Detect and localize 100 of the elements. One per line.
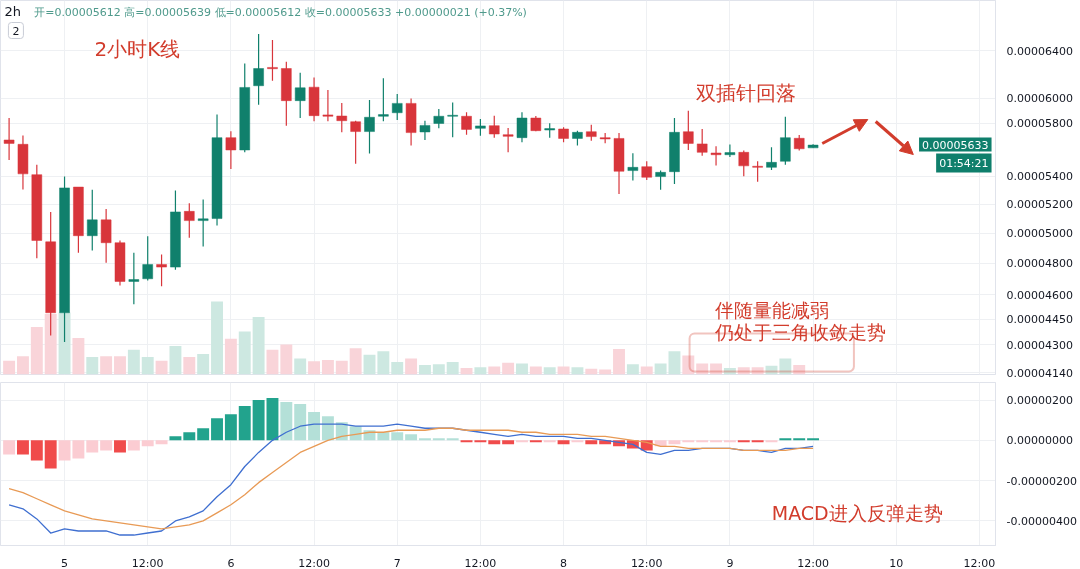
- bar: [86, 357, 99, 375]
- candlestick: [322, 89, 334, 122]
- bar: [169, 346, 182, 375]
- bar: [335, 360, 348, 375]
- bar: [17, 440, 29, 455]
- bar: [571, 367, 584, 375]
- bar: [211, 418, 223, 441]
- candlestick: [502, 127, 514, 153]
- candlestick: [156, 253, 167, 287]
- candlestick: [350, 120, 361, 165]
- bar: [197, 354, 210, 375]
- chart-title: 2h: [4, 3, 21, 19]
- bar: [391, 362, 404, 375]
- bar: [529, 366, 542, 375]
- bar: [640, 366, 653, 375]
- candlestick: [267, 39, 278, 82]
- bar: [710, 363, 723, 375]
- bar: [100, 440, 113, 451]
- bar: [696, 363, 709, 375]
- candlestick: [100, 208, 112, 264]
- bar: [183, 357, 196, 375]
- x-tick-label: 5: [61, 556, 69, 569]
- bar: [557, 366, 570, 375]
- bar: [737, 440, 750, 443]
- annotation: 2小时K线: [94, 36, 181, 61]
- y-tick-label: 0.00000000: [1006, 434, 1073, 448]
- bar: [751, 367, 764, 375]
- bar: [30, 440, 43, 461]
- bar: [211, 301, 223, 375]
- annotation: 伴随量能减弱: [715, 298, 830, 321]
- annotation: 2: [12, 24, 20, 38]
- candlestick: [641, 160, 652, 181]
- bar: [516, 363, 528, 375]
- bar: [294, 358, 307, 375]
- candlestick: [87, 189, 98, 252]
- bar: [238, 331, 251, 375]
- y-tick-label: 0.00005800: [1006, 117, 1073, 131]
- bar: [391, 432, 404, 441]
- bar: [529, 440, 542, 443]
- x-tick-label: 12:00: [963, 556, 996, 569]
- bar: [446, 438, 459, 441]
- annotation: MACD进入反弹走势: [771, 502, 943, 525]
- bar: [141, 440, 154, 447]
- x-tick-label: 9: [726, 556, 734, 569]
- bar: [224, 414, 237, 441]
- y-tick-label: 0.00005000: [1006, 227, 1073, 241]
- bar: [723, 440, 736, 443]
- candlestick: [516, 111, 528, 143]
- bar: [751, 440, 764, 443]
- x-tick-label: 12:00: [797, 556, 829, 569]
- bar: [127, 349, 140, 375]
- candlestick: [461, 111, 472, 136]
- candlestick: [142, 235, 153, 282]
- bar: [488, 440, 501, 445]
- bar: [308, 361, 321, 375]
- bar: [626, 364, 639, 375]
- bar: [432, 438, 445, 441]
- bar: [599, 369, 612, 375]
- candlestick: [696, 128, 708, 157]
- bar: [280, 402, 293, 441]
- bar: [668, 351, 681, 375]
- bar: [682, 355, 695, 375]
- annotation: 0.00005633: [922, 138, 989, 152]
- bar: [779, 438, 792, 441]
- bar: [377, 432, 390, 441]
- x-tick-label: 12:00: [630, 556, 663, 569]
- bar: [169, 436, 182, 441]
- bar: [30, 327, 43, 375]
- bar: [100, 356, 113, 375]
- bar: [183, 432, 196, 441]
- bar: [72, 338, 85, 375]
- x-tick-label: 12:00: [464, 556, 497, 569]
- bar: [446, 362, 459, 375]
- y-tick-label: 0.00006400: [1006, 44, 1073, 58]
- candlestick: [766, 146, 777, 171]
- bar: [543, 440, 556, 443]
- candlestick: [253, 33, 264, 106]
- bar: [280, 344, 293, 375]
- bar: [405, 358, 418, 375]
- y-tick-label: 0.00004450: [1006, 313, 1073, 327]
- bar: [460, 440, 473, 443]
- bar: [377, 351, 390, 375]
- candlestick: [128, 252, 140, 305]
- bar: [266, 398, 279, 441]
- bar: [114, 440, 126, 453]
- bar: [807, 438, 820, 441]
- candlestick: [378, 77, 389, 122]
- y-tick-label: 0.00004800: [1006, 257, 1073, 271]
- candlestick: [364, 99, 375, 154]
- bar: [557, 440, 570, 445]
- annotation: 仍处于三角收敛走势: [714, 320, 887, 343]
- bar: [86, 440, 99, 453]
- y-tick-label: -0.00000400: [1006, 514, 1077, 528]
- bar: [585, 440, 598, 445]
- bar: [3, 360, 16, 375]
- y-tick-label: 0.00004600: [1006, 288, 1073, 302]
- bar: [141, 357, 154, 375]
- x-tick-label: 8: [560, 556, 568, 569]
- bar: [779, 358, 792, 375]
- bar: [432, 364, 445, 375]
